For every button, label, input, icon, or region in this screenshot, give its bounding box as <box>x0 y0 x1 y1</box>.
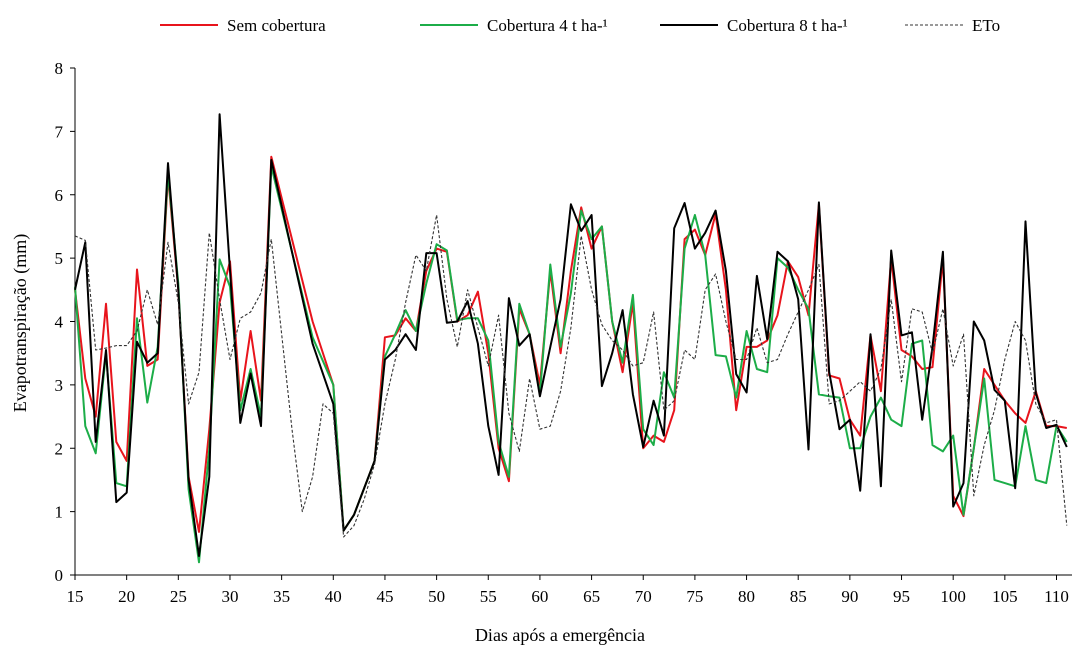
x-tick-label: 95 <box>893 587 910 606</box>
x-tick-label: 110 <box>1044 587 1069 606</box>
x-tick-label: 75 <box>686 587 703 606</box>
x-tick-label: 70 <box>635 587 652 606</box>
x-tick-label: 40 <box>325 587 342 606</box>
x-tick-label: 65 <box>583 587 600 606</box>
x-tick-label: 60 <box>531 587 548 606</box>
y-tick-label: 6 <box>55 186 64 205</box>
y-tick-label: 0 <box>55 566 64 585</box>
x-axis-title: Dias após a emergência <box>475 625 645 645</box>
y-tick-label: 4 <box>55 313 64 332</box>
x-tick-label: 20 <box>118 587 135 606</box>
y-axis-title: Evapotranspiração (mm) <box>10 234 31 412</box>
x-tick-label: 80 <box>738 587 755 606</box>
y-tick-label: 2 <box>55 439 64 458</box>
legend-label-1: Cobertura 4 t ha-¹ <box>487 16 608 35</box>
y-tick-label: 7 <box>55 122 64 141</box>
y-tick-label: 1 <box>55 503 64 522</box>
legend: Sem cobertura Cobertura 4 t ha-¹ Cobertura… <box>160 16 1000 35</box>
x-tick-label: 30 <box>221 587 238 606</box>
series-line-3 <box>74 214 1068 538</box>
x-tick-label: 15 <box>67 587 84 606</box>
x-tick-label: 35 <box>273 587 290 606</box>
x-tick-label: 85 <box>790 587 807 606</box>
series-line-2 <box>74 113 1068 557</box>
y-tick-label: 8 <box>55 59 64 78</box>
legend-label-2: Cobertura 8 t ha-¹ <box>727 16 848 35</box>
x-tick-label: 55 <box>480 587 497 606</box>
x-tick-label: 105 <box>992 587 1018 606</box>
x-tick-label: 50 <box>428 587 445 606</box>
x-tick-label: 45 <box>376 587 393 606</box>
y-tick-label: 3 <box>55 376 64 395</box>
y-tick-label: 5 <box>55 249 64 268</box>
legend-label-0: Sem cobertura <box>227 16 326 35</box>
x-tick-label: 90 <box>841 587 858 606</box>
x-tick-label: 25 <box>170 587 187 606</box>
series-layer <box>74 113 1068 564</box>
x-tick-label: 100 <box>940 587 966 606</box>
legend-label-3: ETo <box>972 16 1000 35</box>
